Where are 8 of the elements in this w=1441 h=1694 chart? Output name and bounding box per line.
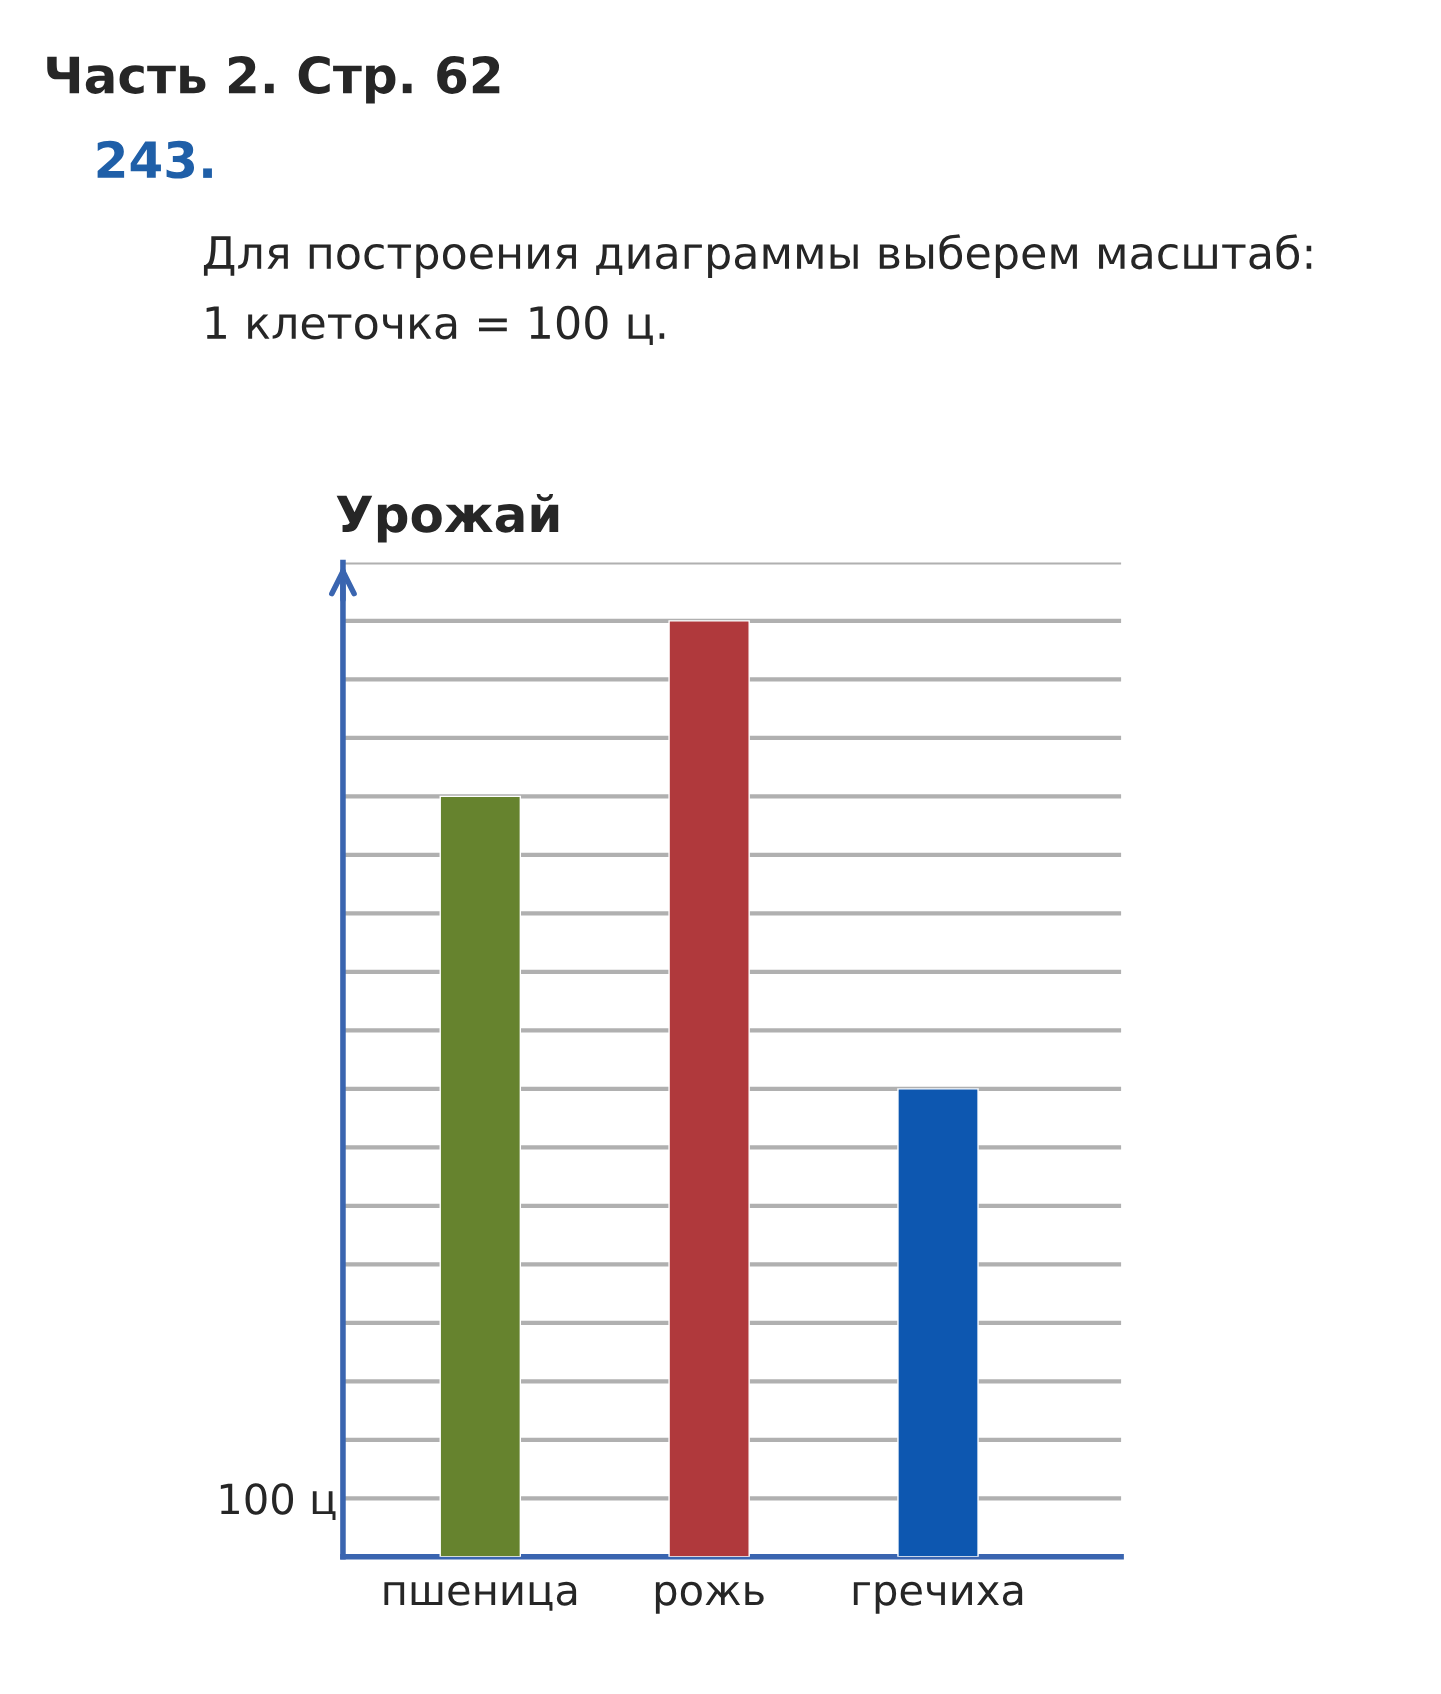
x-tick-label: пшеница xyxy=(384,1581,577,1611)
text: Для построения диаграммы выберем масштаб: 1 клеточка = 100 ц. xyxy=(203,234,1312,345)
x-tick-label: гречиха xyxy=(853,1581,1023,1614)
y-axis-title: Урожай xyxy=(336,493,559,543)
x-tick-label: рожь xyxy=(655,1581,764,1614)
y-tick-label: 100 ц xyxy=(220,1483,336,1520)
chart-title: Часть 2. Стр. 62 xyxy=(47,56,500,104)
chart-subtitle: 243. xyxy=(97,140,212,179)
